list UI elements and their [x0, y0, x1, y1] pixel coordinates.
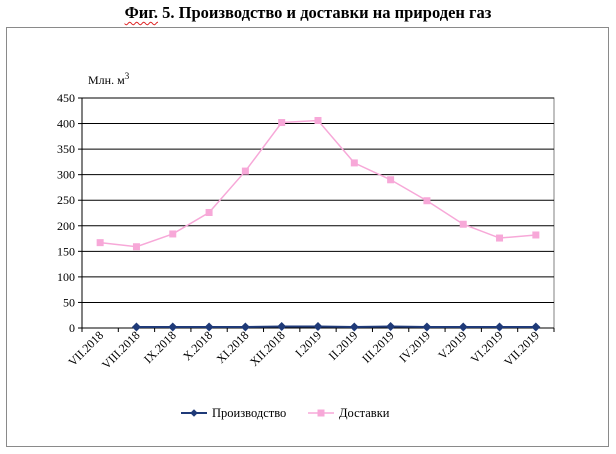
y-tick-label: 0: [69, 321, 75, 335]
y-tick-label: 100: [57, 270, 75, 284]
x-tick-label: XII.2018: [247, 328, 288, 369]
y-tick-label: 150: [57, 244, 75, 258]
y-tick-label: 450: [57, 91, 75, 105]
x-tick-label: VI.2019: [468, 328, 506, 366]
chart-title-prefix: Фиг.: [124, 3, 159, 22]
y-axis-label: Млн. м3: [88, 71, 130, 87]
y-tick-label: 250: [57, 193, 75, 207]
data-point: [204, 322, 214, 332]
legend-label: Производство: [212, 406, 286, 420]
data-point: [423, 197, 431, 205]
x-tick-label: VIII.2018: [99, 328, 143, 372]
data-point: [387, 176, 395, 184]
legend-label: Доставки: [339, 406, 390, 420]
data-point: [169, 230, 177, 238]
x-tick-label: IX.2018: [141, 328, 179, 366]
x-tick-label: XI.2018: [214, 328, 252, 366]
plot-area: [81, 97, 555, 329]
data-point: [458, 322, 468, 332]
x-tick-label: I.2019: [292, 328, 324, 360]
data-point: [240, 322, 250, 332]
data-point: [96, 239, 104, 247]
data-point: [132, 243, 140, 251]
y-tick-label: 50: [63, 295, 75, 309]
data-point: [205, 208, 213, 216]
legend-marker: [190, 409, 198, 417]
data-point: [422, 322, 432, 332]
x-tick-label: X.2018: [180, 328, 215, 363]
x-tick-label: II.2019: [326, 328, 361, 363]
y-tick-label: 350: [57, 142, 75, 156]
x-tick-label: III.2019: [359, 328, 396, 365]
chart-area: [6, 27, 609, 447]
data-point: [314, 116, 322, 124]
y-axis-label-superscript: 3: [125, 71, 130, 81]
data-point: [386, 321, 396, 331]
legend-marker: [317, 409, 325, 417]
data-point: [349, 322, 359, 332]
data-point: [495, 322, 505, 332]
data-point: [532, 231, 540, 239]
y-tick-label: 300: [57, 168, 75, 182]
x-tick-label: V.2019: [435, 328, 469, 362]
data-point: [313, 321, 323, 331]
series-line: [136, 325, 536, 328]
data-point: [531, 322, 541, 332]
data-point: [278, 119, 286, 127]
data-point: [131, 322, 141, 332]
y-tick-label: 200: [57, 219, 75, 233]
chart-title: Фиг. 5. Производство и доставки на приро…: [0, 3, 616, 23]
data-point: [168, 322, 178, 332]
data-point: [277, 321, 287, 331]
x-tick-label: IV.2019: [396, 328, 433, 365]
chart-title-rest: 5. Производство и доставки на природен г…: [158, 3, 492, 22]
y-tick-label: 400: [57, 117, 75, 131]
data-point: [496, 234, 504, 242]
x-tick-label: VII.2019: [501, 328, 542, 369]
data-point: [241, 167, 249, 175]
data-point: [459, 220, 467, 228]
data-point: [350, 159, 358, 167]
